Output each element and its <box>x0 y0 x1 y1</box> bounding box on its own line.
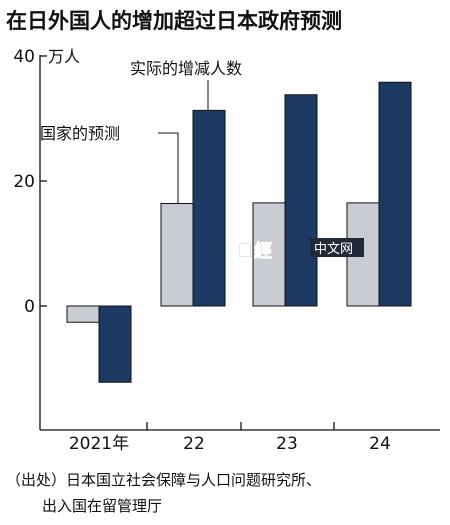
x-ticks-group: 2021年 22 23 24 <box>69 422 391 454</box>
y-ticks-group: 40 20 0 <box>13 47 47 317</box>
actual-bar-3 <box>378 81 412 307</box>
y-tick-label-1: 20 <box>13 172 35 192</box>
actual-series-label: 实际的增减人数 <box>130 59 242 78</box>
watermark-logo: 日經 <box>236 240 272 262</box>
actual-bar-1 <box>192 109 226 307</box>
actual-bar-2 <box>284 94 318 307</box>
forecast-bar-2 <box>252 202 286 307</box>
forecast-series-label: 国家的预测 <box>40 124 120 143</box>
watermark-text: 中文网 <box>314 242 353 257</box>
x-tick-label-1: 22 <box>183 434 205 454</box>
source-line-1: （出处）日本国立社会保障与人口问题研究所、 <box>6 471 321 489</box>
x-tick-label-2: 23 <box>276 434 298 454</box>
y-tick-label-2: 0 <box>24 297 35 317</box>
actual-bar-0 <box>98 305 132 383</box>
watermark: 日經 中文网 <box>236 238 364 262</box>
bars-group <box>66 81 412 383</box>
forecast-bar-0 <box>66 305 100 323</box>
watermark-box <box>310 238 364 257</box>
forecast-label-leader <box>158 132 179 203</box>
y-tick-label-0: 40 <box>13 47 35 67</box>
forecast-bar-1 <box>160 203 194 307</box>
x-tick-label-3: 24 <box>369 434 391 454</box>
unit-label: 万人 <box>48 47 80 66</box>
x-tick-label-0: 2021年 <box>69 434 129 454</box>
chart-title: 在日外国人的增加超过日本政府预测 <box>6 9 342 33</box>
source-line-2: 出入国在留管理厅 <box>42 497 162 515</box>
